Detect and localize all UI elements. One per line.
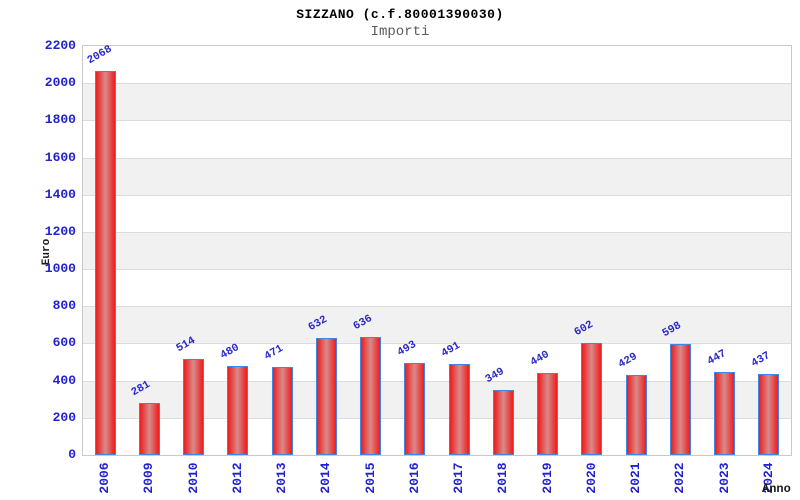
bar (669, 343, 691, 455)
bar (183, 359, 205, 455)
gridline (83, 343, 791, 345)
y-tick-label: 2200 (44, 38, 76, 53)
bar (271, 367, 293, 455)
plot-band (83, 194, 791, 232)
gridline (83, 83, 791, 85)
gridline (83, 380, 791, 382)
x-tick-label: 2017 (451, 462, 467, 494)
plot-band (83, 46, 791, 84)
x-tick-label: 2015 (362, 462, 378, 494)
bar (138, 402, 160, 455)
bar (537, 373, 559, 455)
bar (315, 337, 337, 455)
x-tick-label: 2009 (141, 462, 157, 494)
y-tick-label: 0 (68, 447, 76, 462)
y-tick-label: 400 (52, 372, 76, 388)
gridline (83, 157, 791, 159)
bar (404, 363, 426, 455)
y-tick-label: 1600 (44, 149, 76, 165)
gridline (83, 417, 791, 419)
y-tick-label: 200 (52, 409, 76, 425)
x-tick-label: 2010 (185, 462, 201, 494)
y-tick-label: 1200 (44, 223, 76, 239)
gridline (83, 120, 791, 122)
chart-subtitle: Importi (370, 24, 430, 40)
bar (360, 336, 382, 455)
y-tick-label: 600 (52, 335, 76, 351)
y-tick-label: 1400 (44, 186, 76, 202)
y-tick-label: 1000 (44, 261, 76, 277)
x-tick-label: 2020 (583, 462, 599, 494)
x-tick-label: 2016 (406, 462, 422, 494)
bar (448, 363, 470, 455)
bar (625, 375, 647, 455)
bar (581, 343, 603, 455)
gridline (83, 231, 791, 233)
x-tick-label: 2022 (672, 462, 688, 494)
x-tick-label: 2014 (318, 462, 334, 494)
x-tick-label: 2012 (229, 462, 245, 494)
bar (714, 371, 736, 455)
x-axis-title: Anno (762, 482, 791, 496)
plot-band (83, 157, 791, 195)
x-tick-label: 2018 (495, 462, 511, 494)
x-tick-label: 2013 (274, 462, 290, 494)
gridline (83, 306, 791, 308)
bar (492, 390, 514, 455)
bar (94, 70, 116, 455)
x-tick-label: 2006 (97, 462, 113, 494)
y-tick-label: 800 (52, 298, 76, 314)
x-tick-label: 2019 (539, 462, 555, 494)
plot-band (83, 306, 791, 344)
x-tick-label: 2023 (716, 462, 732, 494)
gridline (83, 194, 791, 196)
gridline (83, 269, 791, 271)
bar (227, 365, 249, 455)
plot-band (83, 120, 791, 158)
bar (758, 373, 780, 455)
plot-band (83, 231, 791, 270)
plot-area: 2068 281 514 480 471 632 636 493 491 349 440 602 429… (82, 43, 792, 456)
y-tick-label: 2000 (44, 75, 76, 91)
plot-band (83, 269, 791, 307)
chart-title: SIZZANO (c.f.80001390030) (296, 7, 504, 22)
y-tick-label: 1800 (44, 112, 76, 128)
x-tick-label: 2021 (628, 462, 644, 494)
plot-band (83, 83, 791, 121)
